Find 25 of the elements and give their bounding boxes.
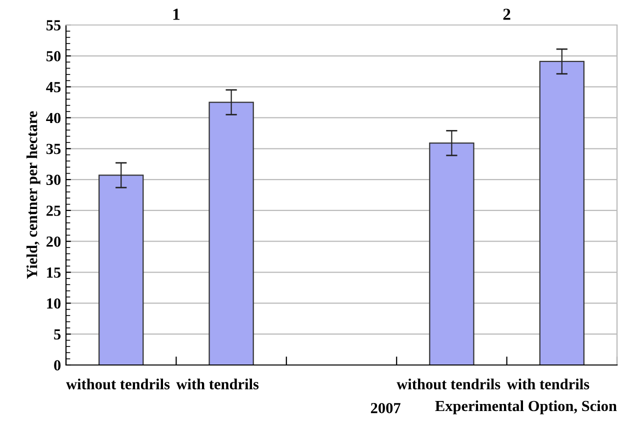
x-tick-label: with tendrils (176, 378, 259, 390)
y-tick-label: 45 (46, 82, 61, 92)
bar (539, 60, 584, 365)
y-tick-label: 35 (46, 144, 61, 154)
y-tick-label: 20 (46, 236, 61, 247)
bar (429, 142, 474, 365)
x-tick-label: without tendrils (66, 378, 170, 390)
y-tick-label: 40 (46, 112, 61, 124)
x-tick-label: without tendrils (396, 378, 500, 390)
y-tick-label: 15 (47, 267, 61, 278)
y-tick-label: 0 (54, 360, 61, 370)
text: 2007 (370, 402, 400, 414)
bar (98, 174, 144, 365)
y-tick-label: 10 (47, 298, 61, 309)
text: 2 (503, 8, 510, 20)
y-tick-label: 30 (46, 174, 61, 185)
y-axis-title: Yield, centner per hectare (26, 111, 40, 279)
x-axis-title: Experimental Option, Scion (435, 400, 617, 414)
y-tick-label: 5 (54, 329, 61, 340)
text: 1 (173, 8, 180, 20)
bar (208, 102, 254, 365)
y-tick-label: 55 (46, 20, 61, 30)
x-tick-label: with tendrils (506, 378, 590, 390)
y-tick-label: 25 (46, 206, 61, 216)
y-tick-label: 50 (46, 51, 61, 62)
